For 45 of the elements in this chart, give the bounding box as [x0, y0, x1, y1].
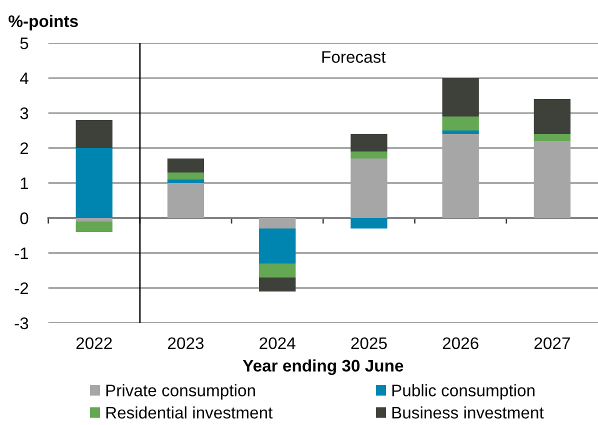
bar [76, 148, 112, 218]
y-tick-label: 5 [20, 38, 28, 50]
legend-label: Business investment [392, 406, 544, 419]
bar [442, 116, 479, 131]
bar [442, 130, 479, 134]
bar [167, 158, 204, 173]
bar [350, 152, 388, 159]
x-tick-label: 2027 [534, 337, 570, 350]
legend-label: Residential investment [106, 406, 273, 419]
bar [442, 134, 479, 218]
bar [259, 218, 296, 229]
y-tick-label: -2 [14, 282, 28, 294]
bar [167, 172, 204, 180]
bar [350, 218, 388, 229]
y-tick-label: -3 [14, 317, 28, 330]
bar [167, 180, 204, 184]
y-tick-label: 4 [20, 72, 28, 84]
y-tick-label: 1 [20, 178, 28, 190]
y-tick-label: 0 [20, 212, 28, 224]
bar [534, 99, 571, 134]
bar [350, 158, 388, 218]
bar [442, 78, 479, 117]
bar [76, 222, 112, 232]
y-tick-label: 2 [20, 142, 28, 154]
x-tick-label: 2024 [260, 337, 296, 350]
x-tick-label: 2023 [168, 337, 204, 350]
bar [534, 141, 571, 218]
y-tick-label: 3 [20, 107, 28, 120]
bar [167, 183, 204, 218]
bar [259, 278, 296, 292]
legend-label: Private consumption [106, 384, 255, 400]
annotation: Forecast [322, 51, 386, 63]
bar [534, 134, 571, 142]
y-axis-title: %-points [8, 14, 78, 30]
legend-label: Public consumption [392, 384, 534, 400]
bar [259, 264, 296, 278]
bar [259, 228, 296, 264]
y-tick-label: -1 [14, 248, 28, 260]
x-tick-label: 2025 [351, 337, 387, 350]
bar [350, 134, 388, 152]
x-tick-label: 2022 [76, 337, 112, 350]
bar [76, 218, 112, 222]
bar [76, 120, 112, 148]
x-axis-title: Year ending 30 June [242, 359, 404, 375]
x-tick-label: 2026 [442, 337, 478, 350]
